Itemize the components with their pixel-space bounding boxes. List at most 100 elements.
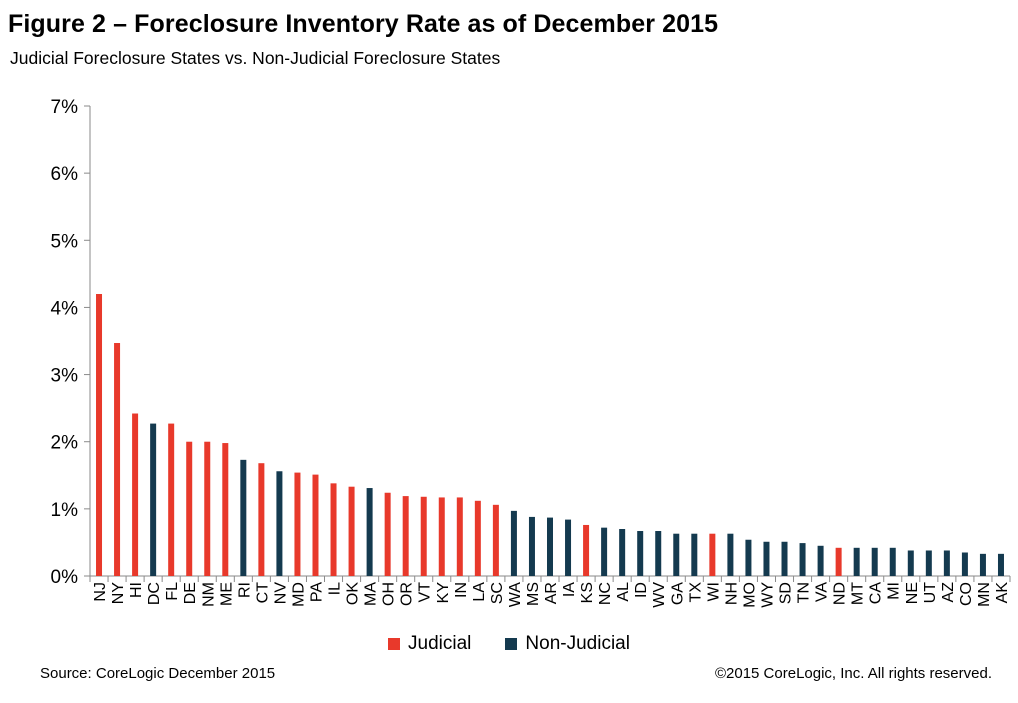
bar-fl <box>168 423 175 576</box>
x-tick-label-ca: CA <box>868 582 885 605</box>
bar-or <box>402 496 409 576</box>
x-tick-label-mn: MN <box>976 582 993 607</box>
bar-in <box>456 497 463 576</box>
bar-ut <box>925 550 932 576</box>
bar-wy <box>763 541 770 576</box>
bar-az <box>943 550 950 576</box>
x-tick-label-sd: SD <box>778 582 795 604</box>
bar-mi <box>889 547 896 576</box>
bar-va <box>817 545 824 576</box>
x-tick-label-nv: NV <box>272 582 289 605</box>
bar-de <box>186 441 193 576</box>
x-tick-label-mi: MI <box>886 582 903 600</box>
bar-wv <box>655 531 662 576</box>
bar-ks <box>583 524 590 576</box>
bar-mt <box>853 547 860 576</box>
x-tick-label-nc: NC <box>597 582 614 605</box>
bar-md <box>294 472 301 576</box>
y-tick-label: 3% <box>51 366 79 387</box>
x-tick-label-id: ID <box>633 582 650 598</box>
x-tick-label-hi: HI <box>128 582 145 598</box>
legend-item-judicial: Judicial <box>388 633 471 655</box>
legend-item-non-judicial: Non-Judicial <box>505 633 630 655</box>
x-tick-label-ct: CT <box>254 582 271 604</box>
bar-ms <box>528 516 535 576</box>
x-tick-label-ms: MS <box>525 582 542 606</box>
x-tick-label-ky: KY <box>435 582 452 604</box>
legend-swatch-non-judicial <box>505 638 518 650</box>
y-tick-label: 1% <box>51 500 79 521</box>
x-tick-label-vt: VT <box>417 582 434 603</box>
bar-oh <box>384 492 391 576</box>
x-tick-label-in: IN <box>453 582 470 598</box>
chart-subtitle: Judicial Foreclosure States vs. Non-Judi… <box>10 48 501 68</box>
x-tick-label-ks: KS <box>579 582 596 603</box>
x-tick-label-sc: SC <box>489 582 506 604</box>
bar-mn <box>979 553 986 576</box>
x-tick-label-la: LA <box>471 582 488 602</box>
bar-wi <box>709 533 716 576</box>
legend-label-judicial: Judicial <box>408 633 472 654</box>
bar-vt <box>420 496 427 576</box>
x-tick-label-ut: UT <box>922 582 939 604</box>
x-tick-label-oh: OH <box>381 582 398 606</box>
x-tick-label-mt: MT <box>850 582 867 605</box>
bar-ok <box>348 486 355 576</box>
chart-title: Figure 2 – Foreclosure Inventory Rate as… <box>8 10 719 38</box>
bar-il <box>330 483 337 576</box>
x-tick-label-or: OR <box>399 582 416 606</box>
x-tick-label-il: IL <box>327 582 344 595</box>
x-tick-label-nm: NM <box>200 582 217 607</box>
bar-nm <box>204 441 211 576</box>
bar-tn <box>799 543 806 576</box>
x-tick-label-nj: NJ <box>92 582 109 602</box>
copyright-note: ©2015 CoreLogic, Inc. All rights reserve… <box>714 665 992 682</box>
y-tick-label: 0% <box>51 567 79 588</box>
bar-al <box>619 529 626 576</box>
x-tick-label-wy: WY <box>759 582 776 608</box>
bar-ri <box>240 459 247 576</box>
bar-co <box>961 552 968 576</box>
bar-ia <box>565 519 572 576</box>
y-tick-label: 7% <box>51 97 79 118</box>
bar-nv <box>276 471 283 576</box>
x-tick-label-ak: AK <box>994 582 1011 604</box>
x-tick-label-ok: OK <box>345 582 362 605</box>
bar-pa <box>312 474 319 576</box>
bar-me <box>222 443 229 576</box>
bar-la <box>474 500 481 576</box>
x-tick-label-fl: FL <box>164 582 181 601</box>
bar-ky <box>438 497 445 576</box>
x-tick-label-nh: NH <box>723 582 740 605</box>
bar-nh <box>727 533 734 576</box>
bar-nj <box>96 294 103 576</box>
bar-sc <box>492 504 499 576</box>
x-tick-label-ma: MA <box>363 582 380 606</box>
bar-wa <box>510 510 517 576</box>
x-tick-label-al: AL <box>615 582 632 602</box>
y-tick-label: 2% <box>51 433 79 454</box>
bar-ca <box>871 547 878 576</box>
legend-label-non-judicial: Non-Judicial <box>525 633 630 654</box>
bar-dc <box>150 423 157 576</box>
bar-ny <box>114 343 121 576</box>
y-tick-label: 4% <box>51 298 79 319</box>
bar-ne <box>907 550 914 576</box>
x-tick-label-pa: PA <box>308 582 325 602</box>
x-tick-label-dc: DC <box>146 582 163 605</box>
x-tick-label-ri: RI <box>236 582 253 598</box>
bar-nc <box>601 527 608 576</box>
x-tick-label-ne: NE <box>904 582 921 604</box>
x-tick-label-ia: IA <box>561 582 578 597</box>
bar-ct <box>258 463 265 576</box>
bar-ar <box>547 517 553 576</box>
x-tick-label-tn: TN <box>796 582 813 603</box>
x-tick-label-wa: WA <box>507 582 524 608</box>
x-tick-label-wv: WV <box>651 582 668 608</box>
x-tick-label-ny: NY <box>110 582 127 605</box>
bar-id <box>637 531 644 576</box>
x-tick-label-de: DE <box>182 582 199 604</box>
x-tick-label-wi: WI <box>705 582 722 602</box>
x-tick-label-md: MD <box>290 582 307 607</box>
bar-ma <box>366 488 373 576</box>
